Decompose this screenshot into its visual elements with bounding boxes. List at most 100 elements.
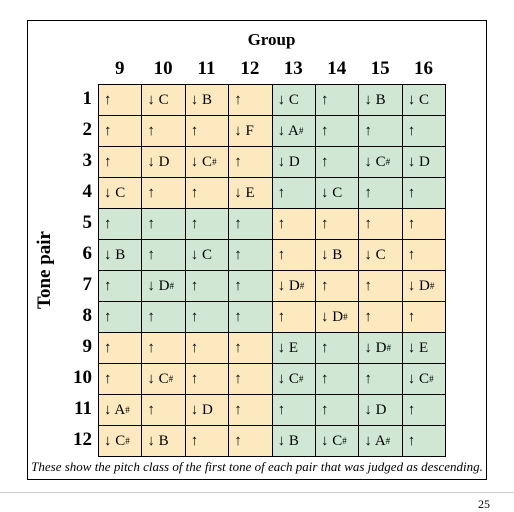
table-cell: ↑ [358,177,403,209]
table-cell: ↑ [315,146,360,178]
table-cell: ↓ E [271,332,316,364]
table-cell: ↑ [141,239,186,271]
table-cell: ↓ D # [358,332,403,364]
table-cell: ↑ [358,115,403,147]
table-cell: ↓ B [141,425,186,457]
row-header: 11 [74,398,92,419]
table-cell: ↓ D [271,146,316,178]
table-cell: ↑ [184,425,230,457]
row-header: 2 [82,119,93,140]
table-cell: ↓ C [98,177,143,209]
row-header: 1 [82,88,93,109]
table-cell: ↓ E [228,177,273,209]
table-cell: ↑ [98,363,143,395]
page-rule [0,492,514,493]
table-cell: ↑ [98,146,143,178]
table-cell: ↓ A # [271,115,316,147]
table-cell: ↑ [401,301,447,333]
table-cell: ↑ [358,301,403,333]
table-cell: ↑ [401,394,447,426]
row-header: 6 [82,243,93,264]
table-cell: ↑ [228,208,273,240]
table-cell: ↓ A # [98,394,143,426]
table-cell: ↓ C [401,84,447,116]
table-cell: ↑ [315,84,360,116]
table-cell: ↑ [228,270,273,302]
table-cell: ↓ D # [141,270,186,302]
row-header: 7 [82,274,93,295]
table-cell: ↑ [228,239,273,271]
table-cell: ↑ [184,270,230,302]
column-header: 10 [153,58,173,79]
table-cell: ↑ [228,363,273,395]
table-cell: ↓ C [315,177,360,209]
table-cell: ↓ C [271,84,316,116]
row-header: 5 [82,212,93,233]
table-cell: ↑ [401,239,447,271]
table-cell: ↑ [98,332,143,364]
row-header: 8 [82,305,93,326]
table-cell: ↓ C # [358,146,403,178]
table-cell: ↓ C # [184,146,230,178]
caption: These show the pitch class of the first … [31,459,483,474]
table-cell: ↑ [358,270,403,302]
table-cell: ↓ F [228,115,273,147]
row-header: 3 [82,150,93,171]
table-cell: ↑ [315,270,360,302]
table-cell: ↑ [271,177,316,209]
column-header: 13 [283,58,303,79]
table-cell: ↓ C # [315,425,360,457]
table-cell: ↑ [358,363,403,395]
table-cell: ↓ D # [315,301,360,333]
table-cell: ↑ [184,332,230,364]
table-cell: ↑ [98,84,143,116]
column-header: 12 [240,58,260,79]
table-cell: ↑ [271,394,316,426]
table-cell: ↑ [141,394,186,426]
figure-box [27,20,487,480]
table-cell: ↓ A # [358,425,403,457]
table-cell: ↑ [271,239,316,271]
table-cell: ↑ [358,208,403,240]
table-cell: ↑ [315,363,360,395]
table-cell: ↑ [228,84,273,116]
table-cell: ↑ [184,363,230,395]
table-cell: ↓ C # [141,363,186,395]
table-cell: ↓ B [358,84,403,116]
row-header: 9 [82,336,93,357]
table-cell: ↑ [271,208,316,240]
table-cell: ↑ [184,208,230,240]
column-header: 11 [197,58,216,79]
row-header: 4 [82,181,93,202]
table-cell: ↑ [315,394,360,426]
column-header: 9 [114,58,125,79]
row-axis-label: Tone pair [34,231,55,309]
table-cell: ↑ [141,115,186,147]
table-cell: ↑ [401,425,447,457]
table-cell: ↑ [184,115,230,147]
table-cell: ↓ D [401,146,447,178]
table-cell: ↓ C # [98,425,143,457]
table-cell: ↓ C [358,239,403,271]
table-cell: ↑ [401,208,447,240]
table-cell: ↑ [228,425,273,457]
row-header: 10 [73,367,92,388]
page-number: 25 [478,497,490,511]
table-cell: ↑ [315,208,360,240]
table-cell: ↑ [98,208,143,240]
table-cell: ↑ [141,177,186,209]
row-header: 12 [73,429,92,450]
table-cell: ↑ [141,332,186,364]
table-cell: ↓ B [98,239,143,271]
table-cell: ↑ [184,177,230,209]
table-cell: ↑ [98,301,143,333]
table-cell: ↓ D [358,394,403,426]
group-title: Group [247,30,296,49]
table-cell: ↑ [315,115,360,147]
table-cell: ↑ [228,332,273,364]
table-cell: ↑ [98,115,143,147]
table-cell: ↓ C [141,84,186,116]
table-cell: ↑ [141,301,186,333]
table-cell: ↑ [228,394,273,426]
